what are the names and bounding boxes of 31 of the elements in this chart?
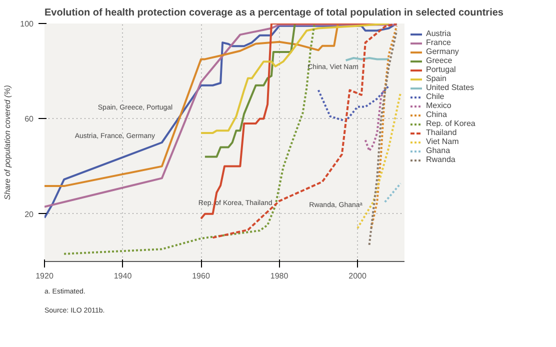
line-series [368,30,398,246]
y-axis-title: Share of population covered (%) [3,84,12,200]
legend-label: Germany [426,47,459,56]
legend-label: Portugal [426,65,456,74]
x-tick-label: 1920 [36,272,54,280]
y-tick-label: 60 [24,114,34,124]
line-series [370,24,398,230]
y-tick-label: 100 [20,20,34,28]
line-series [317,84,390,122]
chart-title: Evolution of health protection coverage as a percentage of total population in selected countries [44,8,504,18]
legend-label: Thailand [426,128,457,137]
legend-label: Viet Nam [426,137,459,146]
legend-label: Spain [426,74,446,83]
x-tick-label: 1940 [114,272,132,280]
legend-label: United States [426,83,474,92]
line-series [212,24,398,239]
legend-label: Chile [426,92,446,101]
legend-label: Rwanda [426,155,456,164]
legend-label: France [426,38,451,47]
legend-label: Rep. of Korea [426,119,476,128]
legend-label: Ghana [426,146,450,155]
x-tick-label: 1960 [192,272,210,280]
y-tick-label: 20 [24,210,34,219]
x-tick-label: 2000 [348,272,367,280]
line-series [364,86,386,152]
line-series [200,24,390,134]
x-tick-label: 1980 [270,272,289,280]
legend-label: China [426,110,447,119]
legend-label: Austria [426,29,451,38]
legend-label: Mexico [426,101,452,110]
legend-label: Greece [426,56,452,65]
